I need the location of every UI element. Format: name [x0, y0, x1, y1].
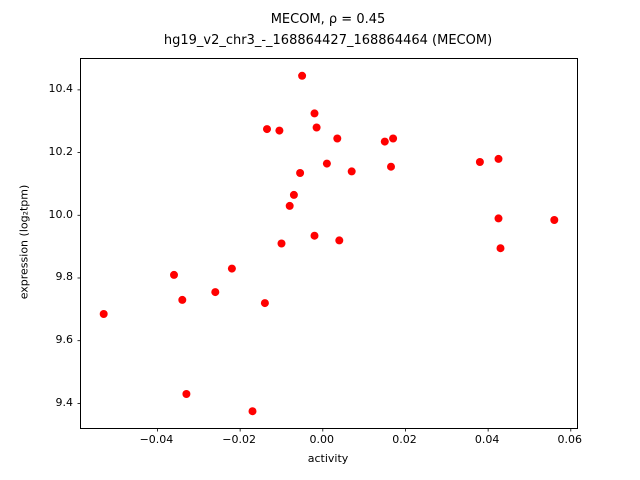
scatter-point — [496, 244, 505, 253]
scatter-point — [289, 190, 298, 199]
scatter-point — [310, 109, 319, 118]
x-tick-label: 0.06 — [557, 433, 583, 446]
x-tick-label: 0.00 — [309, 433, 335, 446]
x-tick-label: −0.02 — [222, 433, 256, 446]
x-tick-label: −0.04 — [139, 433, 174, 446]
scatter-point — [227, 264, 236, 273]
scatter-point — [387, 162, 395, 171]
scatter-point — [170, 270, 178, 279]
y-tick-label: 9.8 — [55, 270, 74, 284]
scatter-point — [347, 167, 356, 176]
scatter-points-svg — [77, 71, 572, 432]
y-tick-label: 10.0 — [48, 207, 74, 221]
scatter-point — [182, 390, 191, 398]
scatter-point — [310, 231, 319, 240]
scatter-point — [285, 201, 294, 210]
scatter-point — [275, 126, 284, 135]
chart-title-block: MECOM, ρ = 0.45 hg19_v2_chr3_-_168864427… — [80, 9, 576, 51]
scatter-point — [178, 295, 187, 304]
scatter-point — [260, 299, 269, 308]
y-axis-label: expression (log₂tpm) — [17, 184, 31, 300]
x-tick-label: 0.02 — [392, 433, 417, 446]
scatter-point — [550, 216, 559, 224]
scatter-point — [335, 236, 344, 245]
x-axis-label: activity — [307, 452, 349, 465]
scatter-point — [380, 137, 389, 146]
scatter-point — [298, 71, 307, 80]
y-tick-label: 10.4 — [48, 82, 74, 96]
scatter-point — [322, 159, 331, 168]
y-tick-label: 10.2 — [48, 145, 74, 159]
scatter-point — [475, 158, 484, 166]
scatter-point — [211, 288, 220, 297]
scatter-point — [248, 407, 257, 416]
chart-subtitle: hg19_v2_chr3_-_168864427_168864464 (MECO… — [163, 33, 493, 48]
scatter-point — [312, 123, 321, 132]
scatter-point — [389, 134, 398, 143]
scatter-point — [333, 134, 342, 143]
scatter-point — [277, 239, 286, 248]
scatter-point — [263, 125, 271, 134]
scatter-point — [494, 154, 503, 163]
scatter-point — [296, 169, 305, 177]
y-tick-label: 9.4 — [55, 395, 74, 409]
plot-area — [77, 58, 578, 432]
scatter-point — [99, 310, 108, 318]
x-tick-label: 0.04 — [474, 433, 500, 446]
y-tick-label: 9.6 — [55, 333, 74, 347]
chart-title: MECOM, ρ = 0.45 — [270, 12, 386, 27]
scatter-point — [494, 214, 503, 223]
